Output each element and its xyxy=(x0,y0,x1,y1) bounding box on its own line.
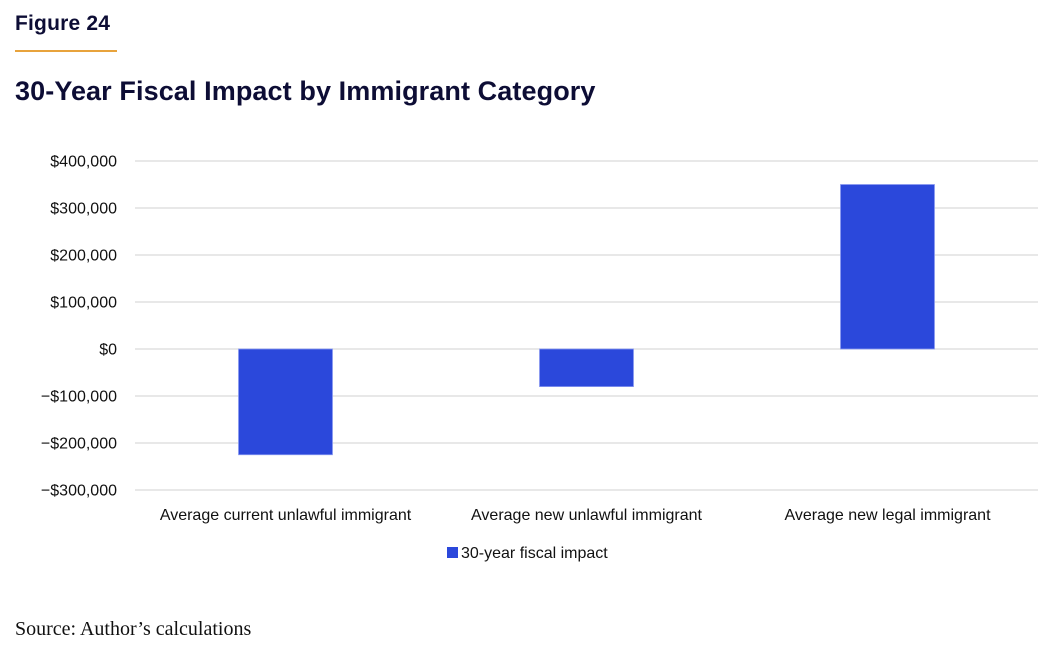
y-tick-label: −$300,000 xyxy=(41,483,117,500)
source-note: Source: Author’s calculations xyxy=(15,618,252,640)
legend-label: 30-year fiscal impact xyxy=(461,545,608,562)
bar xyxy=(238,348,333,456)
legend: 30-year fiscal impact xyxy=(447,545,608,562)
y-tick-label: −$100,000 xyxy=(41,389,117,406)
y-tick-label: $0 xyxy=(99,342,117,359)
figure-label: Figure 24 xyxy=(15,12,111,35)
bar xyxy=(840,184,935,350)
bars xyxy=(238,184,935,456)
x-category-label: Average new unlawful immigrant xyxy=(471,507,702,524)
x-axis-category-labels: Average current unlawful immigrant Averag… xyxy=(160,507,991,524)
y-axis-tick-labels: $400,000 $300,000 $200,000 $100,000 $0 −$100,… xyxy=(41,154,117,500)
figure-label-underline xyxy=(15,50,117,52)
bar xyxy=(539,348,634,387)
x-category-label: Average new legal immigrant xyxy=(784,507,991,524)
x-category-label: Average current unlawful immigrant xyxy=(160,507,412,524)
y-tick-label: −$200,000 xyxy=(41,436,117,453)
y-tick-label: $300,000 xyxy=(50,201,117,218)
y-tick-label: $100,000 xyxy=(50,295,117,312)
y-tick-label: $200,000 xyxy=(50,248,117,265)
chart-title: 30-Year Fiscal Impact by Immigrant Categ… xyxy=(15,76,596,106)
y-tick-label: $400,000 xyxy=(50,154,117,171)
legend-swatch xyxy=(447,547,458,558)
bar-chart: $400,000 $300,000 $200,000 $100,000 $0 −$100,… xyxy=(41,154,1038,562)
